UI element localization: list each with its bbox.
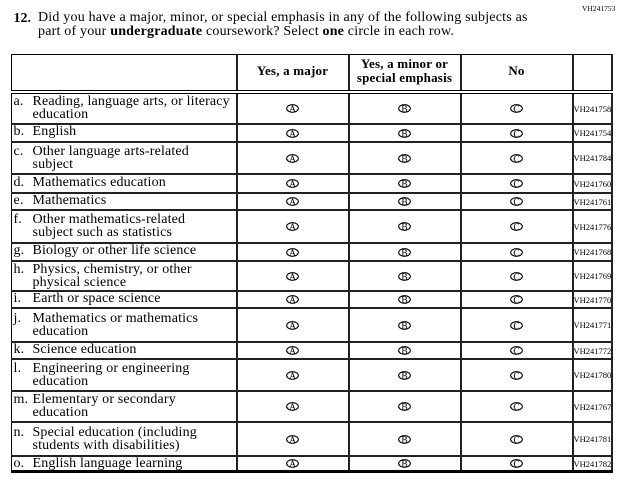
svg-text:B: B [401, 321, 407, 329]
svg-text:C: C [513, 435, 519, 443]
svg-text:B: B [401, 223, 407, 231]
svg-text:C: C [513, 248, 519, 256]
svg-text:C: C [513, 154, 519, 162]
svg-text:B: B [401, 180, 407, 188]
svg-text:A: A [289, 321, 296, 329]
svg-text:B: B [401, 347, 407, 355]
svg-text:B: B [401, 272, 407, 280]
svg-text:C: C [513, 198, 519, 206]
svg-text:B: B [401, 371, 407, 379]
svg-text:A: A [289, 435, 296, 443]
svg-text:A: A [289, 371, 296, 379]
svg-text:A: A [289, 105, 296, 113]
svg-text:C: C [513, 129, 519, 137]
svg-text:A: A [289, 154, 296, 162]
svg-text:B: B [401, 296, 407, 304]
svg-text:A: A [289, 248, 296, 256]
svg-text:B: B [401, 105, 407, 113]
svg-text:A: A [289, 180, 296, 188]
svg-text:C: C [513, 347, 519, 355]
svg-text:C: C [513, 460, 519, 468]
svg-text:A: A [289, 198, 296, 206]
svg-text:A: A [289, 223, 296, 231]
svg-text:B: B [401, 129, 407, 137]
svg-text:A: A [289, 347, 296, 355]
svg-text:B: B [401, 154, 407, 162]
svg-text:B: B [401, 460, 407, 468]
svg-text:C: C [513, 223, 519, 231]
svg-text:C: C [513, 105, 519, 113]
svg-text:B: B [401, 198, 407, 206]
svg-text:C: C [513, 180, 519, 188]
svg-text:C: C [513, 371, 519, 379]
svg-text:A: A [289, 129, 296, 137]
svg-text:A: A [289, 272, 296, 280]
svg-text:C: C [513, 272, 519, 280]
svg-text:C: C [513, 321, 519, 329]
svg-text:A: A [289, 296, 296, 304]
svg-text:A: A [289, 403, 296, 411]
svg-text:B: B [401, 403, 407, 411]
svg-text:A: A [289, 460, 296, 468]
svg-text:C: C [513, 403, 519, 411]
svg-text:C: C [513, 296, 519, 304]
svg-text:B: B [401, 248, 407, 256]
svg-text:B: B [401, 435, 407, 443]
